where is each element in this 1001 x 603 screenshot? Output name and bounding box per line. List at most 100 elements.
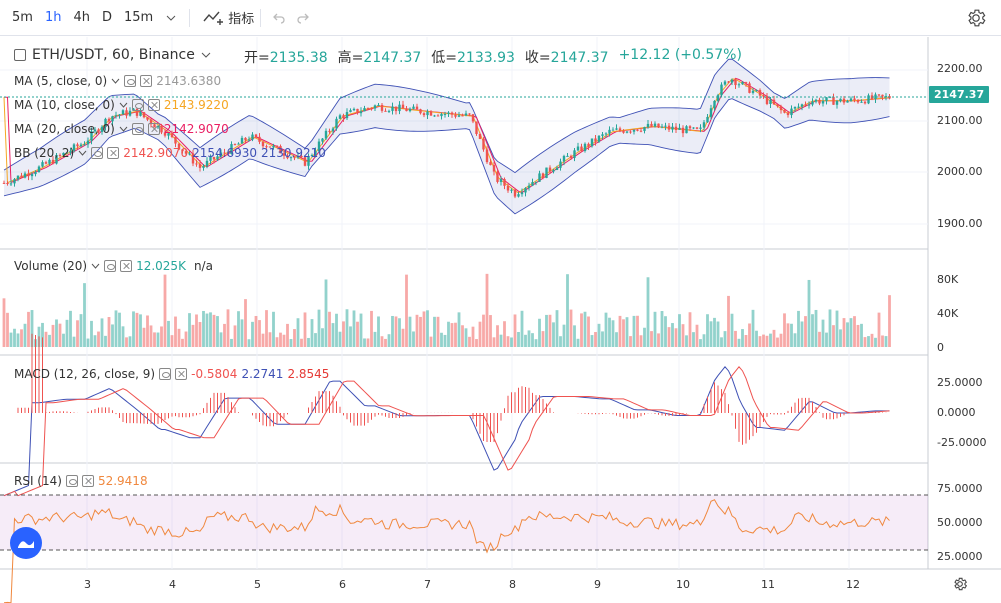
close-icon[interactable] xyxy=(147,123,160,135)
candle-body xyxy=(321,138,324,142)
change-value: +12.12 (+0.57%) xyxy=(618,47,742,63)
undo-icon[interactable] xyxy=(267,6,291,30)
chevron-down-icon[interactable] xyxy=(201,52,211,58)
gear-icon[interactable] xyxy=(952,576,968,592)
volume-name: Volume (20) xyxy=(14,259,88,273)
candle-body xyxy=(678,127,681,130)
chevron-down-icon[interactable] xyxy=(119,102,128,108)
candle-body xyxy=(90,131,93,141)
indicators-button[interactable]: 指标 xyxy=(202,8,254,27)
volume-bar xyxy=(632,315,636,347)
close-value: 2147.37 xyxy=(550,50,609,66)
volume-bar xyxy=(20,329,23,347)
candle-body xyxy=(359,111,363,114)
candle-body xyxy=(758,90,762,96)
timeframe-5m[interactable]: 5m xyxy=(12,10,33,25)
candle-body xyxy=(531,182,534,186)
volume-bar xyxy=(576,338,580,347)
candle-body xyxy=(461,115,464,117)
volume-bar xyxy=(268,332,272,347)
volume-bar xyxy=(279,332,282,347)
timeframe-1h[interactable]: 1h xyxy=(44,10,62,25)
candle-body xyxy=(730,79,734,83)
volume-bar xyxy=(212,314,216,347)
candle-body xyxy=(300,155,303,158)
eye-icon[interactable] xyxy=(131,123,144,135)
candle-body xyxy=(699,127,702,129)
macd-hist-value: -0.5804 xyxy=(191,367,238,381)
close-icon[interactable] xyxy=(140,75,153,87)
candle-body xyxy=(447,112,450,114)
eye-icon[interactable] xyxy=(65,475,78,487)
candle-body xyxy=(366,108,370,110)
timeframe-15m[interactable]: 15m xyxy=(123,10,154,25)
y-axis-label: 2100.00 xyxy=(937,114,983,127)
volume-bar xyxy=(765,335,769,347)
settings-gear-icon[interactable] xyxy=(965,7,987,29)
close-icon[interactable] xyxy=(175,368,188,380)
close-icon[interactable] xyxy=(81,475,94,487)
candle-body xyxy=(212,157,216,160)
chevron-down-icon[interactable] xyxy=(159,6,183,30)
volume-bar xyxy=(573,325,576,347)
volume-bar xyxy=(548,314,552,347)
high-value: 2147.37 xyxy=(363,50,422,66)
ma10-name: MA (10, close, 0) xyxy=(14,98,115,112)
volume-bar xyxy=(447,321,450,347)
candle-body xyxy=(401,104,405,109)
volume-bar xyxy=(104,335,107,347)
candle-body xyxy=(310,154,314,156)
volume-bar xyxy=(541,331,545,347)
tradingview-logo[interactable] xyxy=(10,527,42,559)
chevron-down-icon[interactable] xyxy=(78,150,87,156)
close-icon[interactable] xyxy=(107,147,120,159)
timeframe-4h[interactable]: 4h xyxy=(73,10,90,25)
candle-body xyxy=(692,127,695,129)
close-icon[interactable] xyxy=(147,99,160,111)
candle-body xyxy=(121,110,125,115)
eye-icon[interactable] xyxy=(124,75,137,87)
candle-body xyxy=(755,90,758,92)
macd-signal-line xyxy=(3,366,890,497)
volume-bar xyxy=(6,312,9,347)
candle-body xyxy=(478,133,482,139)
eye-icon[interactable] xyxy=(104,260,117,272)
chevron-down-icon[interactable] xyxy=(91,263,100,269)
candle-body xyxy=(877,94,881,96)
collapse-icon[interactable] xyxy=(14,49,26,61)
candle-body xyxy=(254,134,258,137)
eye-icon[interactable] xyxy=(159,368,172,380)
candle-body xyxy=(146,117,149,120)
timeframe-d[interactable]: D xyxy=(101,10,112,25)
volume-bar xyxy=(23,323,27,347)
volume-bar xyxy=(289,339,293,347)
chevron-down-icon[interactable] xyxy=(119,126,128,132)
chart-canvas[interactable] xyxy=(0,37,1001,603)
volume-bar xyxy=(863,337,867,347)
close-icon[interactable] xyxy=(120,260,133,272)
y-axis-label: 80K xyxy=(937,273,959,286)
volume-bar xyxy=(797,310,800,347)
chart-area[interactable]: ETH/USDT, 60, Binance 开=2135.38 高=2147.3… xyxy=(0,37,1001,603)
candle-body xyxy=(765,96,769,104)
volume-bar xyxy=(345,309,349,347)
chevron-down-icon[interactable] xyxy=(111,78,120,84)
volume-bar xyxy=(275,337,279,347)
candle-body xyxy=(268,146,272,148)
eye-icon[interactable] xyxy=(91,147,104,159)
eye-icon[interactable] xyxy=(131,99,144,111)
candle-body xyxy=(653,123,657,127)
volume-bar xyxy=(496,325,499,347)
volume-bar xyxy=(58,323,62,347)
redo-icon[interactable] xyxy=(291,6,315,30)
candle-body xyxy=(818,99,821,104)
volume-bar xyxy=(499,334,503,347)
volume-bar xyxy=(2,298,6,347)
volume-bar xyxy=(755,330,758,347)
volume-bar xyxy=(184,331,188,347)
volume-bar xyxy=(608,317,611,347)
volume-bar xyxy=(219,332,223,347)
candle-body xyxy=(562,155,566,162)
candle-body xyxy=(601,134,604,136)
candle-body xyxy=(247,139,251,141)
